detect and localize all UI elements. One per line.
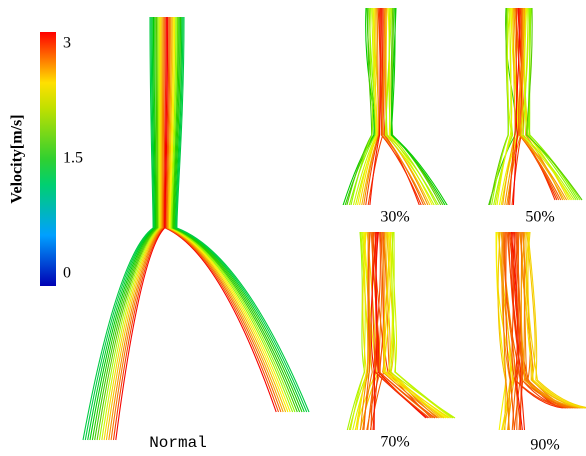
streamline-panel — [496, 232, 586, 440]
streamline — [173, 17, 297, 412]
panel-label: Normal — [149, 434, 207, 452]
panel-label: 30% — [380, 209, 409, 226]
streamline — [175, 17, 304, 412]
streamline-panel — [486, 8, 582, 215]
panel-label: 70% — [380, 434, 409, 451]
streamline — [174, 17, 300, 412]
streamline — [174, 17, 302, 412]
panel-label: 50% — [525, 209, 554, 226]
panel-label: 90% — [530, 437, 559, 454]
streamline — [392, 8, 446, 210]
colorbar — [40, 32, 56, 286]
colorbar-tick-label: 3 — [63, 35, 71, 52]
streamline — [528, 232, 586, 408]
streamline — [524, 8, 568, 200]
colorbar-title: Velocity[m/s] — [9, 114, 26, 203]
streamline-panel — [83, 17, 309, 440]
streamline — [528, 8, 577, 200]
colorbar-tick-label: 0 — [63, 265, 71, 282]
streamline-panel — [345, 232, 455, 440]
streamline — [528, 232, 586, 408]
streamline — [83, 17, 153, 440]
streamline — [494, 8, 512, 215]
colorbar-tick-label: 1.5 — [63, 150, 83, 167]
streamline — [176, 17, 307, 412]
streamline — [392, 8, 450, 210]
streamlines — [83, 8, 586, 440]
figure: Velocity[m/s] 01.53 Normal 30% 50% 70% 9… — [0, 0, 586, 456]
colorbar-ticks: 01.53 — [63, 35, 83, 282]
streamline — [177, 17, 309, 412]
streamline-panel — [340, 8, 450, 215]
streamline — [389, 232, 448, 418]
